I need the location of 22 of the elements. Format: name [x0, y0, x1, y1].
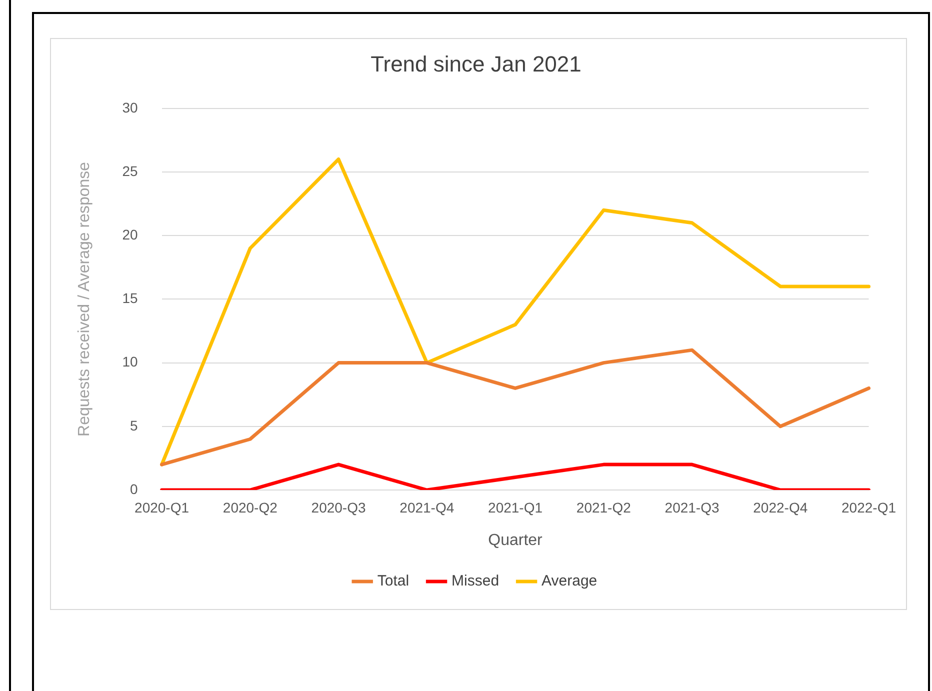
x-tick-label: 2020-Q1 [134, 499, 190, 516]
x-tick-label: 2021-Q4 [400, 499, 454, 516]
x-tick-label: 2021-Q3 [664, 499, 720, 516]
x-tick-label: 2021-Q1 [488, 499, 543, 516]
y-tick-label: 5 [130, 417, 138, 434]
x-tick-label: 2020-Q2 [222, 499, 278, 516]
y-tick-label: 30 [122, 99, 138, 116]
x-axis-title: Quarter [488, 532, 544, 549]
x-tick-label: 2022-Q1 [842, 499, 896, 516]
legend-label: Total [377, 572, 410, 590]
y-axis-title: Requests received / Average response [76, 162, 94, 436]
y-tick-label: 25 [122, 162, 138, 179]
y-tick-label: 20 [122, 226, 138, 242]
x-tick-label: 2022-Q4 [753, 499, 808, 516]
x-tick-label: 2020-Q3 [311, 499, 366, 516]
legend-label: Missed [452, 572, 500, 590]
chart-title: Trend since Jan 2021 [370, 51, 582, 76]
legend-label: Average [542, 572, 598, 590]
y-tick-label: 15 [122, 290, 138, 306]
x-tick-label: 2021-Q2 [576, 499, 632, 516]
y-tick-label: 10 [122, 354, 138, 370]
y-tick-label: 0 [130, 480, 138, 497]
